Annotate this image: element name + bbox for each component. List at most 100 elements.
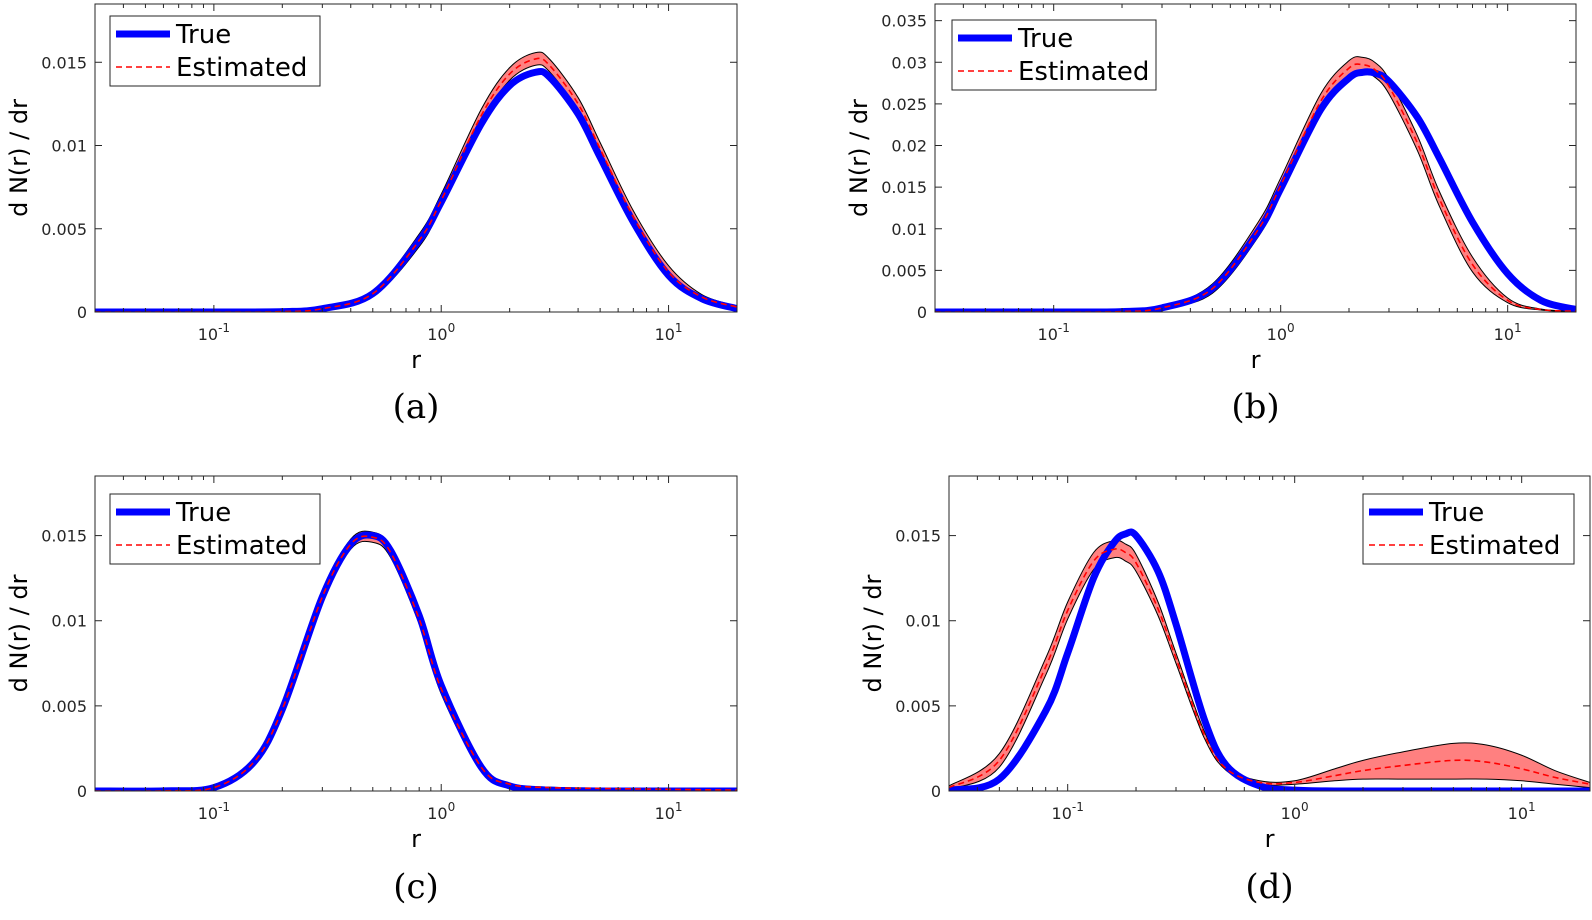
- x-tick-base: 10: [1267, 325, 1287, 344]
- series-estimated-line: [949, 548, 1590, 789]
- legend-label-true: True: [175, 20, 231, 50]
- series-estimated-line: [95, 535, 737, 791]
- plot-frame: [94, 3, 738, 313]
- x-tick-base: 10: [1281, 804, 1301, 823]
- x-tick-label: 10-1: [1038, 321, 1070, 344]
- series-true-line: [95, 531, 737, 791]
- x-tick-label: 10-1: [198, 321, 230, 344]
- x-tick-exponent: 1: [1528, 800, 1536, 814]
- y-tick-label: 0.01: [905, 612, 941, 631]
- plot-frame: [948, 475, 1591, 792]
- y-tick-label: 0.03: [891, 53, 927, 72]
- x-tick-exponent: 0: [448, 800, 456, 814]
- series-estimated-line: [95, 57, 737, 312]
- x-tick-base: 10: [427, 325, 447, 344]
- series-true-line: [95, 67, 737, 312]
- y-axis-label: d N(r) / dr: [845, 99, 873, 217]
- y-tick-label: 0.005: [881, 261, 927, 280]
- x-tick-base: 10: [1508, 804, 1528, 823]
- x-tick-label: 101: [1508, 800, 1536, 823]
- band-lower-edge: [95, 540, 737, 791]
- band-upper-edge: [95, 530, 737, 791]
- x-tick-exponent: 0: [1287, 321, 1295, 335]
- x-tick-label: 10-1: [198, 800, 230, 823]
- series-true-line: [949, 528, 1590, 791]
- x-tick-exponent: -1: [218, 321, 230, 335]
- uncertainty-band: [95, 531, 737, 791]
- x-tick-label: 100: [427, 321, 455, 344]
- x-tick-label: 101: [655, 321, 683, 344]
- x-tick-exponent: 1: [675, 800, 683, 814]
- y-tick-label: 0: [77, 782, 87, 801]
- y-tick-label: 0: [77, 303, 87, 322]
- uncertainty-band: [95, 52, 737, 312]
- x-tick-base: 10: [1052, 804, 1072, 823]
- x-axis-label: r: [1251, 346, 1261, 374]
- x-tick-base: 10: [1494, 325, 1514, 344]
- band-upper-edge: [95, 51, 737, 312]
- x-tick-exponent: -1: [218, 800, 230, 814]
- x-tick-base: 10: [655, 325, 675, 344]
- x-tick-base: 10: [1038, 325, 1058, 344]
- legend-box: [951, 19, 1157, 91]
- y-tick-label: 0.015: [41, 527, 87, 546]
- x-tick-label: 100: [427, 800, 455, 823]
- legend-box: [109, 493, 321, 565]
- y-tick-label: 0.01: [51, 612, 87, 631]
- legend-label-true: True: [175, 498, 231, 528]
- plot-frame: [934, 3, 1577, 313]
- x-tick-exponent: 1: [675, 321, 683, 335]
- legend-box: [1362, 493, 1575, 565]
- x-tick-exponent: -1: [1058, 321, 1070, 335]
- x-axis-label: r: [411, 346, 421, 374]
- series-estimated-line: [935, 63, 1576, 312]
- x-axis-label: r: [411, 825, 421, 853]
- y-tick-label: 0.015: [895, 527, 941, 546]
- legend-label-true: True: [1428, 498, 1484, 528]
- legend-label-estimated: Estimated: [1429, 531, 1560, 561]
- x-tick-label: 101: [655, 800, 683, 823]
- y-tick-label: 0.01: [51, 137, 87, 156]
- band-lower-edge: [95, 64, 737, 312]
- y-tick-label: 0.005: [895, 697, 941, 716]
- x-axis-label: r: [1265, 825, 1275, 853]
- legend-label-estimated: Estimated: [176, 53, 307, 83]
- legend-label-true: True: [1017, 24, 1073, 54]
- y-axis-label: d N(r) / dr: [5, 574, 33, 692]
- x-tick-label: 100: [1267, 321, 1295, 344]
- panel-caption: (d): [1245, 867, 1293, 907]
- x-tick-base: 10: [198, 325, 218, 344]
- y-tick-label: 0: [917, 303, 927, 322]
- panel-caption: (c): [393, 867, 439, 907]
- x-tick-label: 101: [1494, 321, 1522, 344]
- y-tick-label: 0.01: [891, 220, 927, 239]
- x-tick-label: 10-1: [1052, 800, 1084, 823]
- y-axis-label: d N(r) / dr: [5, 99, 33, 217]
- y-tick-label: 0.005: [41, 697, 87, 716]
- panel-caption: (a): [393, 387, 440, 427]
- y-tick-label: 0.015: [41, 53, 87, 72]
- x-tick-base: 10: [655, 804, 675, 823]
- x-tick-label: 100: [1281, 800, 1309, 823]
- x-tick-exponent: 0: [1301, 800, 1309, 814]
- legend-box: [109, 15, 321, 87]
- x-tick-base: 10: [198, 804, 218, 823]
- y-axis-label: d N(r) / dr: [859, 574, 887, 692]
- legend-label-estimated: Estimated: [1018, 57, 1149, 87]
- legend-label-estimated: Estimated: [176, 531, 307, 561]
- x-tick-exponent: 1: [1514, 321, 1522, 335]
- band-lower-edge: [949, 556, 1590, 790]
- x-tick-exponent: -1: [1072, 800, 1084, 814]
- y-tick-label: 0.025: [881, 95, 927, 114]
- y-tick-label: 0.015: [881, 178, 927, 197]
- uncertainty-band: [949, 540, 1590, 790]
- x-tick-exponent: 0: [448, 321, 456, 335]
- y-tick-label: 0.035: [881, 12, 927, 31]
